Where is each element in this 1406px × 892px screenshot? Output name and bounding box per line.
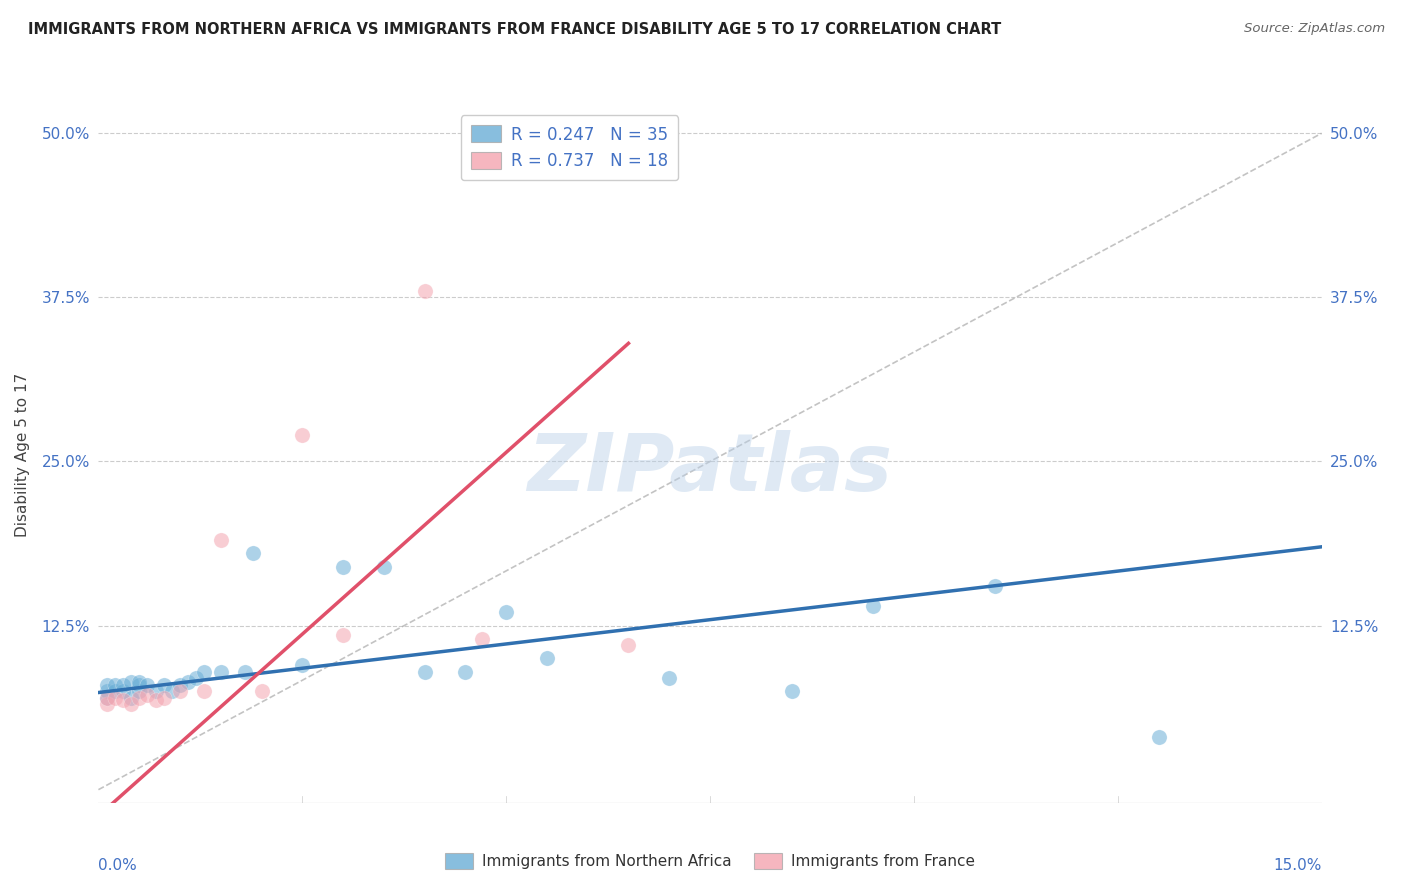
Point (128, 678, 150, 692)
Text: Source: ZipAtlas.com: Source: ZipAtlas.com (1244, 22, 1385, 36)
Point (96, 678, 118, 692)
Point (291, 428, 314, 442)
Point (186, 671, 208, 685)
Point (96, 690, 118, 705)
Point (471, 632, 494, 646)
Point (984, 579, 1007, 593)
Point (111, 684, 134, 698)
Point (104, 690, 127, 705)
Text: 0.0%: 0.0% (98, 858, 138, 873)
Point (413, 665, 436, 679)
Point (250, 684, 273, 698)
Point (617, 638, 640, 652)
Legend: Immigrants from Northern Africa, Immigrants from France: Immigrants from Northern Africa, Immigra… (439, 847, 981, 875)
Point (128, 690, 150, 705)
Point (332, 559, 354, 574)
Point (1147, 730, 1170, 744)
Point (209, 665, 232, 679)
Point (104, 678, 127, 692)
Point (233, 665, 256, 679)
Point (169, 684, 191, 698)
Point (111, 693, 134, 707)
Point (413, 284, 436, 298)
Y-axis label: Disability Age 5 to 17: Disability Age 5 to 17 (15, 373, 31, 537)
Text: ZIPatlas: ZIPatlas (527, 430, 893, 508)
Point (136, 678, 159, 692)
Point (209, 533, 232, 548)
Point (291, 657, 314, 672)
Point (658, 671, 681, 685)
Text: IMMIGRANTS FROM NORTHERN AFRICA VS IMMIGRANTS FROM FRANCE DISABILITY AGE 5 TO 17: IMMIGRANTS FROM NORTHERN AFRICA VS IMMIG… (28, 22, 1001, 37)
Point (495, 606, 517, 620)
Point (96, 690, 118, 705)
Point (145, 684, 167, 698)
Point (120, 698, 142, 712)
Point (536, 651, 558, 665)
Point (862, 599, 884, 613)
Point (136, 688, 159, 702)
Text: 15.0%: 15.0% (1274, 858, 1322, 873)
Point (177, 675, 200, 690)
Point (169, 678, 191, 692)
Point (120, 690, 142, 705)
Point (160, 684, 183, 698)
Point (193, 684, 215, 698)
Point (193, 665, 215, 679)
Point (96, 684, 118, 698)
Point (128, 684, 150, 698)
Point (373, 559, 395, 574)
Point (242, 546, 264, 560)
Point (120, 675, 142, 690)
Point (780, 684, 803, 698)
Point (152, 678, 174, 692)
Point (96, 698, 118, 712)
Point (128, 675, 150, 690)
Point (145, 693, 167, 707)
Point (111, 678, 134, 692)
Point (332, 628, 354, 642)
Point (454, 665, 477, 679)
Point (104, 684, 127, 698)
Point (152, 690, 174, 705)
